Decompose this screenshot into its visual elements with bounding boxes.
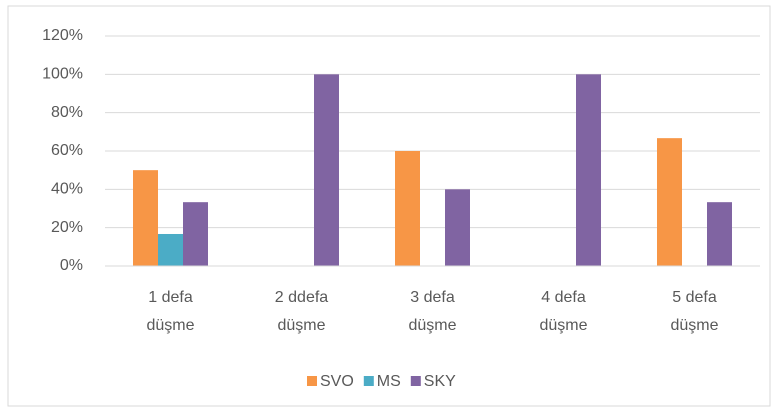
bar [183,202,208,266]
bar [707,202,732,266]
x-tick-line: düşme [408,317,456,334]
legend-label: MS [377,373,401,390]
x-tick-line: 2 ddefa [275,289,328,306]
y-tick-label: 80% [51,104,83,121]
y-tick-label: 100% [42,66,83,83]
x-tick-label: 1 defa düşme [146,289,194,334]
x-tick-line: 4 defa [541,289,586,306]
legend-swatch [363,376,374,386]
bar [576,74,601,266]
x-tick-line: 5 defa [672,289,717,306]
bar [395,151,420,266]
y-tick-label: 20% [51,219,83,236]
x-tick-line: 1 defa [148,289,193,306]
legend-label: SKY [424,373,456,390]
x-tick-line: düşme [146,317,194,334]
x-tick-label: 4 defa düşme [539,289,587,334]
bar [657,138,682,266]
bar [314,74,339,266]
bar [158,233,183,266]
legend-swatch [410,376,421,386]
legend-label: SVO [320,373,354,390]
y-tick-label: 60% [51,142,83,159]
bar [133,170,158,266]
x-tick-line: 3 defa [410,289,455,306]
x-tick-label: 2 ddefa düşme [275,289,328,334]
x-tick-line: düşme [539,317,587,334]
y-tick-label: 120% [42,27,83,44]
legend-swatch [307,376,317,386]
chart-border [7,5,771,407]
x-tick-line: düşme [277,317,325,334]
x-tick-line: düşme [670,317,718,334]
x-tick-label: 5 defa düşme [670,289,718,334]
y-tick-label: 40% [51,181,83,198]
x-tick-label: 3 defa düşme [408,289,456,334]
bar [445,189,470,266]
y-tick-label: 0% [60,257,83,274]
